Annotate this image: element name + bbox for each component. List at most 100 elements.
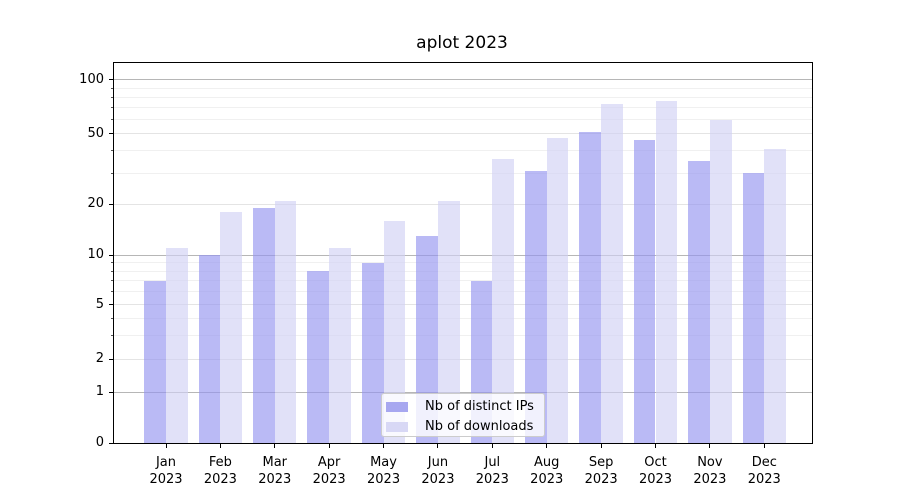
chart-title: aplot 2023 xyxy=(416,33,508,53)
bar-oct-distinct-ips xyxy=(633,140,656,443)
x-tick-label-jan: Jan 2023 xyxy=(134,454,198,488)
x-label-month: Aug xyxy=(534,455,560,470)
minor-gridline-y-6 xyxy=(114,291,812,293)
y-minor-tick-3 xyxy=(111,334,113,336)
x-tick-dec xyxy=(763,444,765,448)
x-tick-label-jul: Jul 2023 xyxy=(460,454,524,488)
legend-item-downloads: Nb of downloads xyxy=(386,417,540,437)
bar-apr-downloads xyxy=(329,248,351,443)
bar-dec-downloads xyxy=(764,149,786,443)
minor-gridline-y-80 xyxy=(114,96,812,98)
gridline-y-20 xyxy=(114,203,812,205)
y-minor-tick-8 xyxy=(111,270,113,272)
y-tick-1 xyxy=(109,391,113,393)
x-label-month: Jul xyxy=(484,455,501,470)
x-tick-nov xyxy=(709,444,711,448)
y-tick-20 xyxy=(109,203,113,205)
gridline-y-1 xyxy=(114,391,812,393)
x-tick-label-mar: Mar 2023 xyxy=(243,454,307,488)
bar-may-downloads xyxy=(383,220,406,443)
minor-gridline-y-70 xyxy=(114,107,812,109)
x-label-month: Feb xyxy=(208,455,232,470)
bar-dec-distinct-ips xyxy=(742,173,765,443)
x-label-year: 2023 xyxy=(258,472,292,487)
bar-jan-downloads xyxy=(166,248,188,443)
bar-jun-distinct-ips xyxy=(416,236,438,443)
bar-feb-distinct-ips xyxy=(198,255,221,443)
gridline-y-10 xyxy=(114,254,812,256)
x-label-month: Mar xyxy=(262,455,288,470)
y-minor-tick-4 xyxy=(111,317,113,319)
bar-nov-distinct-ips xyxy=(688,161,710,443)
x-tick-apr xyxy=(328,444,330,448)
y-minor-tick-60 xyxy=(111,119,113,121)
x-tick-may xyxy=(383,444,385,448)
y-tick-10 xyxy=(109,254,113,256)
x-tick-label-apr: Apr 2023 xyxy=(297,454,361,488)
x-label-year: 2023 xyxy=(149,472,183,487)
x-label-year: 2023 xyxy=(312,472,346,487)
y-tick-label-50: 50 xyxy=(87,125,104,141)
gridline-y-5 xyxy=(114,304,812,306)
bar-jan-distinct-ips xyxy=(144,280,166,443)
minor-gridline-y-30 xyxy=(114,172,812,174)
y-tick-label-10: 10 xyxy=(87,247,104,263)
y-tick-label-5: 5 xyxy=(95,296,104,312)
minor-gridline-y-8 xyxy=(114,270,812,272)
minor-gridline-y-90 xyxy=(114,87,812,89)
y-minor-tick-7 xyxy=(111,280,113,282)
y-minor-tick-90 xyxy=(111,87,113,89)
y-minor-tick-9 xyxy=(111,262,113,264)
bar-jul-downloads xyxy=(492,159,515,443)
legend-swatch-distinct-ips xyxy=(386,402,408,412)
legend-swatch-downloads xyxy=(386,422,408,432)
y-tick-100 xyxy=(109,79,113,81)
x-tick-label-aug: Aug 2023 xyxy=(515,454,579,488)
x-label-year: 2023 xyxy=(530,472,564,487)
x-label-month: Jun xyxy=(427,455,449,470)
x-tick-mar xyxy=(274,444,276,448)
x-label-month: Jan xyxy=(155,455,177,470)
x-tick-sep xyxy=(600,444,602,448)
x-tick-oct xyxy=(655,444,656,448)
minor-gridline-y-40 xyxy=(114,150,812,152)
x-tick-label-oct: Oct 2023 xyxy=(624,454,688,488)
x-tick-label-sep: Sep 2023 xyxy=(569,454,633,488)
gridline-y-2 xyxy=(114,358,812,360)
x-label-year: 2023 xyxy=(584,472,618,487)
minor-gridline-y-60 xyxy=(114,119,812,121)
x-label-month: Oct xyxy=(644,455,667,470)
x-label-year: 2023 xyxy=(203,472,237,487)
bar-mar-downloads xyxy=(274,200,297,443)
bar-apr-distinct-ips xyxy=(307,271,330,443)
plot-area: 0 1 2 5 10 20 50 100 Jan 2023 Feb 2023 Mar 2023 Apr 202… xyxy=(79,62,813,487)
legend-label-distinct-ips: Nb of distinct IPs xyxy=(425,399,534,414)
bar-aug-downloads xyxy=(546,138,569,443)
x-tick-label-nov: Nov 2023 xyxy=(678,454,742,488)
y-tick-label-1: 1 xyxy=(95,384,104,399)
y-tick-label-20: 20 xyxy=(87,196,104,212)
y-minor-tick-70 xyxy=(111,107,113,109)
x-label-month: Dec xyxy=(751,455,777,470)
gridline-y-100 xyxy=(114,79,812,81)
bar-aug-distinct-ips xyxy=(525,170,547,443)
x-tick-aug xyxy=(546,444,548,448)
x-label-year: 2023 xyxy=(693,472,727,487)
x-tick-label-jun: Jun 2023 xyxy=(406,454,470,488)
y-tick-5 xyxy=(109,304,113,306)
x-label-year: 2023 xyxy=(367,472,401,487)
bar-nov-downloads xyxy=(709,119,732,443)
y-tick-label-2: 2 xyxy=(95,351,104,367)
x-tick-label-dec: Dec 2023 xyxy=(732,454,796,488)
legend: Nb of distinct IPs Nb of downloads xyxy=(381,393,545,437)
y-minor-tick-80 xyxy=(111,96,113,98)
y-minor-tick-40 xyxy=(111,150,113,152)
bar-sep-downloads xyxy=(601,104,623,443)
bar-oct-downloads xyxy=(655,101,678,443)
x-tick-label-feb: Feb 2023 xyxy=(188,454,252,488)
bar-may-distinct-ips xyxy=(361,262,384,443)
minor-gridline-y-7 xyxy=(114,280,812,282)
x-label-year: 2023 xyxy=(475,472,509,487)
y-tick-50 xyxy=(109,133,113,135)
